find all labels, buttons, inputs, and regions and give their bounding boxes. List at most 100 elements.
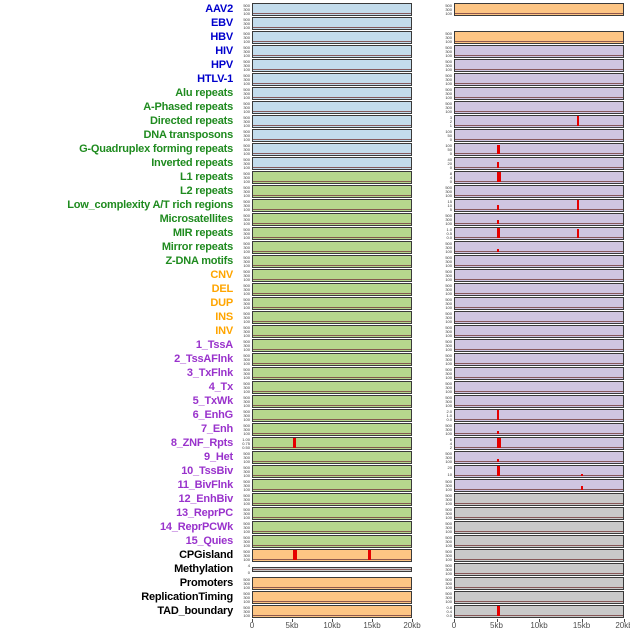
plot-group-left: 500 300 100 <box>238 171 412 184</box>
baseline-trace <box>455 209 623 210</box>
plot-group-left: 500 300 100 <box>238 157 412 170</box>
y-tick-label: 300 <box>445 511 452 516</box>
track-panel <box>252 367 412 380</box>
track-row: EBV 500 300 100 <box>0 17 630 30</box>
y-axis-ticks: 500 300 100 <box>440 493 454 506</box>
row-label: MIR repeats <box>172 227 233 239</box>
baseline-trace <box>455 601 623 602</box>
row-label: Alu repeats <box>175 87 233 99</box>
track-row: MIR repeats 500 300 100 1.0 0.5 0.0 <box>0 227 630 240</box>
y-tick-label: 100 <box>243 305 250 310</box>
data-spike <box>497 172 501 182</box>
y-tick-label: 100 <box>243 235 250 240</box>
baseline-trace <box>253 41 411 42</box>
plot-group-left: 500 300 100 <box>238 521 412 534</box>
column-gap <box>412 339 440 352</box>
column-gap <box>412 395 440 408</box>
column-gap <box>412 311 440 324</box>
y-tick-label: 500 <box>243 31 250 36</box>
y-tick-label: 100 <box>243 137 250 142</box>
y-tick-label: 500 <box>445 297 452 302</box>
y-tick-label: 300 <box>445 259 452 264</box>
y-tick-label: 100 <box>243 67 250 72</box>
y-tick-label: 500 <box>445 577 452 582</box>
y-tick-label: 500 <box>243 591 250 596</box>
y-tick-label: 0.0 <box>446 417 452 422</box>
track-row: ReplicationTiming 500 300 100 500 300 100 <box>0 591 630 604</box>
row-label: L2 repeats <box>179 185 233 197</box>
track-panel <box>252 45 412 58</box>
plot-group-left: 500 300 100 <box>238 409 412 422</box>
y-axis-ticks: 500 300 100 <box>440 395 454 408</box>
y-axis-ticks: 500 300 100 <box>440 423 454 436</box>
track-panel <box>454 311 624 324</box>
y-tick-label: 300 <box>243 385 250 390</box>
column-gap <box>412 227 440 240</box>
baseline-trace <box>455 405 623 406</box>
row-label: Low_complexity A/T rich regions <box>67 199 233 211</box>
row-label: DUP <box>210 297 233 309</box>
y-tick-label: 300 <box>445 91 452 96</box>
track-row: Z-DNA motifs 500 300 100 500 300 100 <box>0 255 630 268</box>
y-axis-ticks: 20 10 <box>440 465 454 478</box>
baseline-trace <box>455 223 623 224</box>
y-axis-ticks: 500 300 100 <box>440 549 454 562</box>
baseline-trace <box>455 125 623 126</box>
plot-group-right: 500 300 100 <box>440 59 624 72</box>
plot-group-left: 500 300 100 <box>238 115 412 128</box>
baseline-trace <box>455 293 623 294</box>
track-panel <box>252 3 412 16</box>
y-tick-label: 300 <box>243 245 250 250</box>
column-gap <box>412 283 440 296</box>
data-spike <box>497 228 500 238</box>
y-axis-ticks: 500 300 100 <box>238 101 252 114</box>
y-tick-label: 500 <box>445 451 452 456</box>
baseline-trace <box>455 531 623 532</box>
baseline-trace <box>455 587 623 588</box>
plot-group-left: 500 300 100 <box>238 577 412 590</box>
column-gap <box>412 507 440 520</box>
x-axis-tick <box>581 619 583 622</box>
data-spike <box>576 116 579 126</box>
baseline-trace <box>253 167 411 168</box>
y-tick-label: 0.75 <box>242 441 250 446</box>
y-tick-label: 100 <box>243 25 250 30</box>
baseline-trace <box>253 321 411 322</box>
y-tick-label: 300 <box>243 455 250 460</box>
y-tick-label: 500 <box>445 423 452 428</box>
plot-group-right: 500 300 100 <box>440 367 624 380</box>
y-tick-label: 100 <box>445 459 452 464</box>
y-tick-label: 300 <box>445 245 452 250</box>
baseline-trace <box>455 489 623 490</box>
plot-group-left: 500 300 100 <box>238 199 412 212</box>
y-tick-label: 100 <box>243 123 250 128</box>
y-tick-label: 500 <box>445 493 452 498</box>
track-row: Microsatellites 500 300 100 500 300 100 <box>0 213 630 226</box>
y-tick-label: 0.8 <box>446 605 452 610</box>
baseline-trace <box>253 531 411 532</box>
track-panel <box>454 269 624 282</box>
baseline-trace <box>455 363 623 364</box>
column-gap <box>412 185 440 198</box>
baseline-trace <box>455 615 623 616</box>
baseline-trace <box>455 335 623 336</box>
y-axis-ticks: 151050 <box>440 199 454 213</box>
data-spike <box>497 606 500 616</box>
row-label: 14_ReprPCWk <box>160 521 233 533</box>
row-label: 4_Tx <box>208 381 233 393</box>
baseline-trace <box>253 139 411 140</box>
baseline-trace <box>253 55 411 56</box>
column-gap <box>412 409 440 422</box>
y-tick-label: 10 <box>447 203 452 208</box>
column-gap <box>412 465 440 478</box>
track-panel <box>252 353 412 366</box>
row-label: HPV <box>210 59 233 71</box>
data-spike <box>497 220 499 224</box>
y-tick-label: 300 <box>243 231 250 236</box>
track-panel <box>454 101 624 114</box>
track-row: L2 repeats 500 300 100 500 300 100 <box>0 185 630 198</box>
y-tick-label: 500 <box>445 479 452 484</box>
y-axis-ticks: 500 300 100 <box>440 101 454 114</box>
y-tick-label: 300 <box>445 497 452 502</box>
y-axis-ticks: 500 300 100 <box>238 451 252 464</box>
